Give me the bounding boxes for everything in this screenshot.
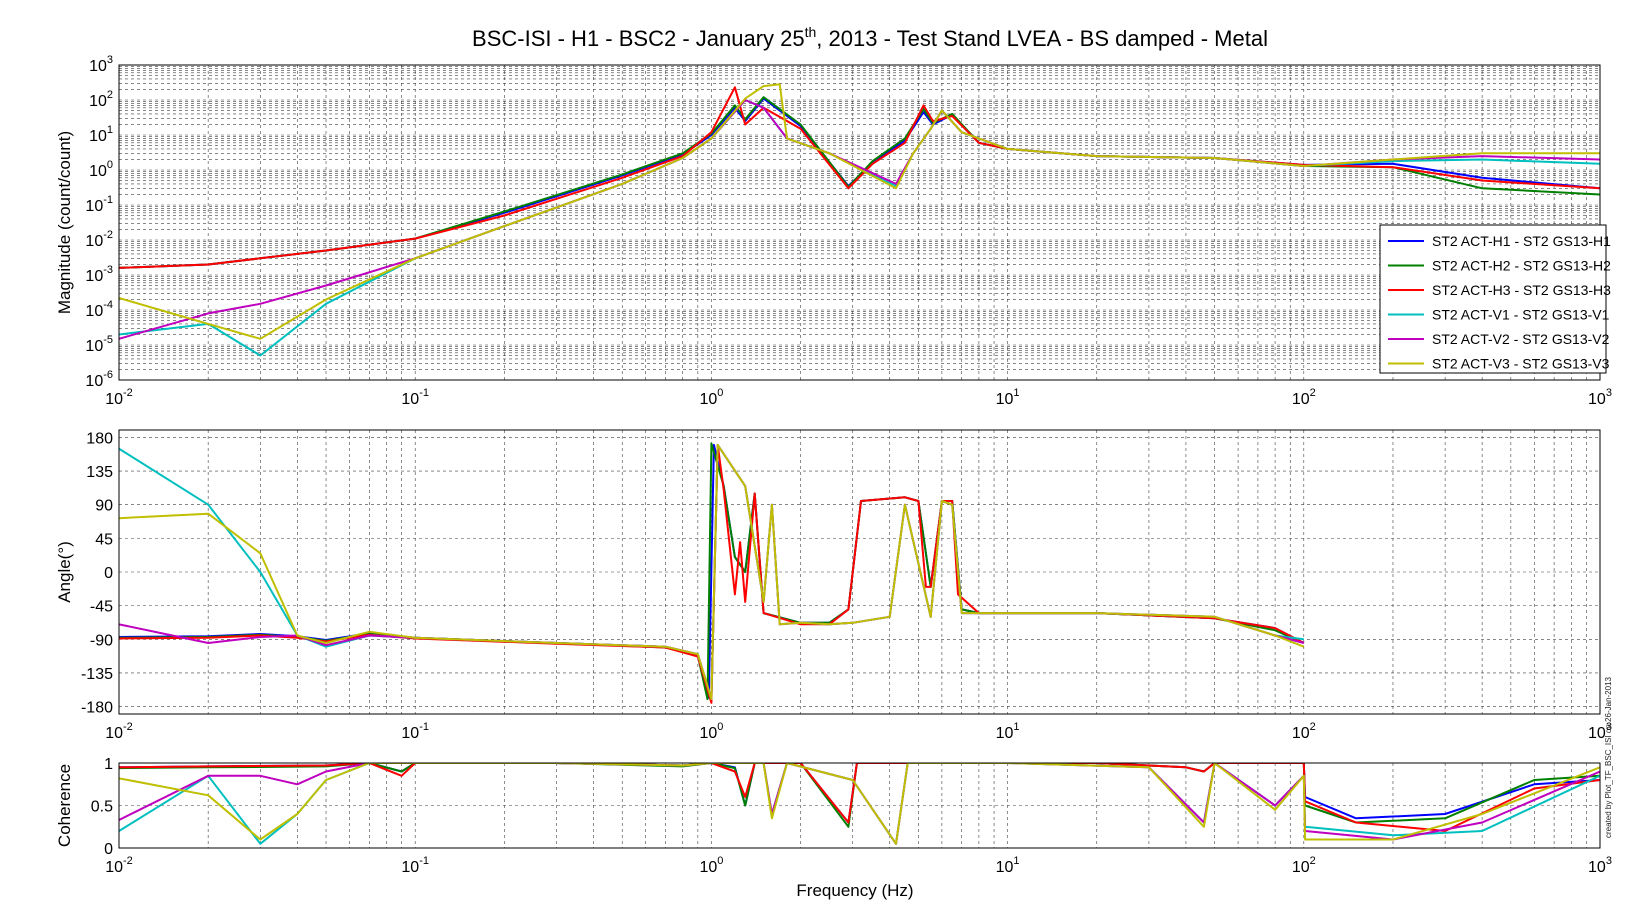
series-line-coherence-3 <box>119 763 1600 832</box>
x-tick-label: 100 <box>699 387 723 408</box>
x-tick-label: 103 <box>1588 387 1612 408</box>
legend-entry: ST2 ACT-V1 - ST2 GS13-V1 <box>1432 307 1610 323</box>
y-tick-label: 10-6 <box>85 369 113 390</box>
x-tick-label: 100 <box>699 721 723 742</box>
y-tick-label: 0 <box>104 565 113 582</box>
y-tick-label: -45 <box>90 599 113 616</box>
y-tick-label: 103 <box>89 54 113 75</box>
x-tick-label: 101 <box>996 721 1020 742</box>
legend-entry: ST2 ACT-H1 - ST2 GS13-H1 <box>1432 233 1611 249</box>
legend-entry: ST2 ACT-V3 - ST2 GS13-V3 <box>1432 356 1610 372</box>
x-tick-label: 103 <box>1588 855 1612 876</box>
x-tick-label: 102 <box>1292 721 1316 742</box>
x-tick-label: 10-2 <box>105 721 133 742</box>
x-tick-label: 102 <box>1292 387 1316 408</box>
x-tick-label: 102 <box>1292 855 1316 876</box>
series-line-coherence-1 <box>119 763 1600 824</box>
panel-phase: -180 -135 -90 -45 0 45 90 135 180 10-2 10-1 100 101 1… <box>55 429 1612 742</box>
series-group-magnitude <box>119 83 1600 357</box>
panel-magnitude: 10-6 10-5 10-4 10-3 10-2 10-1 100 101 102 103 10-2… <box>55 54 1612 408</box>
y-axis-label: Coherence <box>55 764 74 847</box>
legend-entry: ST2 ACT-V2 - ST2 GS13-V2 <box>1432 331 1610 347</box>
y-tick-label: 10-4 <box>85 299 113 320</box>
legend-entry: ST2 ACT-H2 - ST2 GS13-H2 <box>1432 258 1611 274</box>
series-line-coherence-6 <box>119 763 1600 845</box>
x-tick-label: 101 <box>996 855 1020 876</box>
series-group-coherence <box>119 763 1600 845</box>
axes-frame-phase <box>118 429 1601 715</box>
y-tick-label: 1 <box>104 756 113 773</box>
grid-coherence <box>119 762 1600 849</box>
x-tick-label: 10-1 <box>401 721 429 742</box>
series-line-magnitude-2 <box>119 96 1600 269</box>
y-tick-label: -135 <box>81 666 113 683</box>
y-tick-label: 10-5 <box>85 334 113 355</box>
series-group-phase <box>119 442 1305 704</box>
x-tick-label: 101 <box>996 387 1020 408</box>
grid-phase <box>119 430 1600 714</box>
legend: ST2 ACT-H1 - ST2 GS13-H1 ST2 ACT-H2 - ST2… <box>1379 224 1611 374</box>
x-axis-label: Frequency (Hz) <box>796 881 913 900</box>
plot-panels: 10-610-510-410-310-210-110010110210310-2… <box>55 54 1612 876</box>
chart-title: BSC-ISI - H1 - BSC2 - January 25th, 2013… <box>472 24 1268 51</box>
y-tick-label: 180 <box>86 430 113 447</box>
x-tick-label: 103 <box>1588 721 1612 742</box>
legend-entry: ST2 ACT-H3 - ST2 GS13-H3 <box>1432 282 1611 298</box>
series-line-magnitude-5 <box>119 99 1600 340</box>
y-tick-label: 90 <box>95 498 113 515</box>
y-tick-label: 10-2 <box>85 229 113 250</box>
y-tick-label: 101 <box>89 124 113 145</box>
y-tick-label: 102 <box>89 89 113 110</box>
x-tick-label: 10-1 <box>401 855 429 876</box>
y-tick-label: 0.5 <box>91 799 113 816</box>
series-line-magnitude-6 <box>119 83 1600 340</box>
y-tick-label: -180 <box>81 700 113 717</box>
grid-magnitude <box>119 65 1600 381</box>
y-tick-label: 10-3 <box>85 264 113 285</box>
x-tick-label: 100 <box>699 855 723 876</box>
y-tick-label: -90 <box>90 632 113 649</box>
x-tick-label: 10-2 <box>105 855 133 876</box>
y-tick-label: 10-1 <box>85 194 113 215</box>
y-tick-label: 45 <box>95 531 113 548</box>
legend-box <box>1379 224 1607 374</box>
credit-text: created by Plot_TF_BSC_ISI on 26-Jan-201… <box>1604 676 1613 838</box>
y-tick-label: 100 <box>89 159 113 180</box>
panel-coherence: 0 0.5 1 10-2 10-1 100 101 102 103 Coherence <box>55 756 1612 876</box>
series-line-magnitude-1 <box>119 97 1600 269</box>
x-tick-label: 10-2 <box>105 387 133 408</box>
y-axis-label: Angle(°) <box>55 541 74 603</box>
axes-frame-coherence <box>118 762 1601 849</box>
y-axis-label: Magnitude (count/count) <box>55 131 74 314</box>
x-tick-label: 10-1 <box>401 387 429 408</box>
series-line-phase-6 <box>119 443 1305 701</box>
axes-frame-magnitude <box>118 64 1601 381</box>
y-tick-label: 135 <box>86 464 113 481</box>
y-tick-label: 0 <box>104 841 113 858</box>
